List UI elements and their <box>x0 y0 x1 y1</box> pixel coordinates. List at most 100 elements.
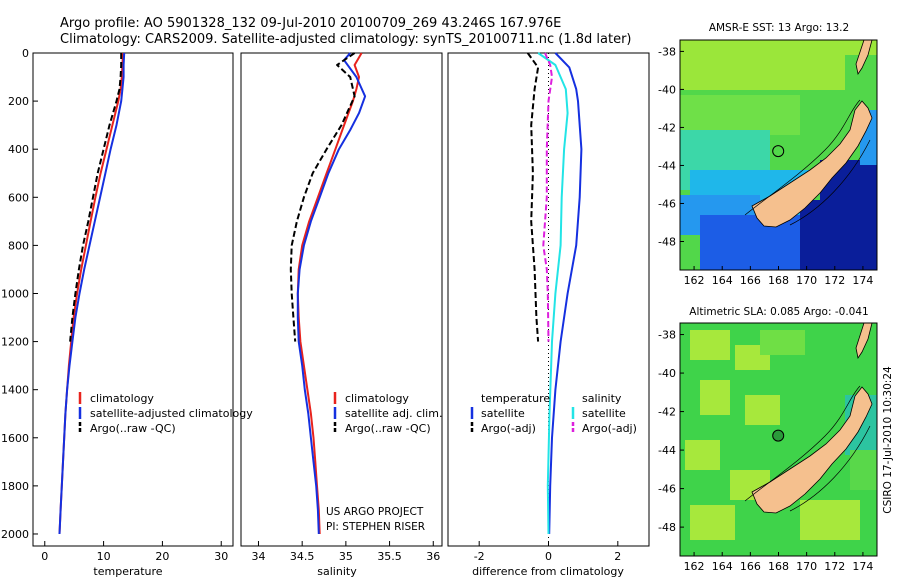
map-y-tick-label: -46 <box>658 197 676 210</box>
map-y-tick-label: -44 <box>658 444 676 457</box>
map-y-tick-label: -40 <box>658 367 676 380</box>
legend-argo-label: Argo(..raw -QC) <box>345 422 431 435</box>
sst-map-field <box>680 40 877 270</box>
series-line-satellite-adj-clim <box>296 52 367 535</box>
sla-map-panel: Altimetric SLA: 0.085 Argo: -0.041 162 16… <box>658 306 878 573</box>
sla-map-title: Altimetric SLA: 0.085 Argo: -0.041 <box>689 306 868 318</box>
sla-bathymetry-contour <box>789 425 871 512</box>
figure-title-line2: Climatology: CARS2009. Satellite-adjuste… <box>60 32 632 47</box>
map-y-tick-label: -44 <box>658 159 676 172</box>
x-tick-label: 20 <box>155 550 169 563</box>
map-y-tick-label: -42 <box>658 406 676 419</box>
y-tick-label: 400 <box>8 143 29 156</box>
map-y-tick-label: -48 <box>658 521 676 534</box>
y-tick-label: 1800 <box>1 480 29 493</box>
series-line-satellite-adjusted-climatology <box>58 52 126 535</box>
y-tick-label: 1200 <box>1 336 29 349</box>
legend-climatology-label: climatology <box>345 392 409 405</box>
series-line-argo-raw-qc <box>289 52 356 342</box>
map-x-tick-label: 168 <box>768 560 789 573</box>
sla-bathymetry-contour <box>744 385 861 502</box>
map-x-tick-label: 164 <box>712 274 733 287</box>
north-island-landmass <box>855 40 873 76</box>
x-tick-label: 36 <box>426 550 440 563</box>
sst-bathymetry-contour <box>744 99 861 216</box>
legend-satellite-label: satellite-adjusted climatology <box>90 407 253 420</box>
y-tick-label: 200 <box>8 95 29 108</box>
x-tick-label: 0 <box>545 550 552 563</box>
x-tick-label: -2 <box>474 550 485 563</box>
legend-satellite-label: satellite adj. clim. <box>345 407 442 420</box>
map-x-tick-label: 172 <box>824 274 845 287</box>
argo-float-marker <box>772 429 785 442</box>
map-x-tick-label: 168 <box>768 274 789 287</box>
y-tick-label: 2000 <box>1 528 29 541</box>
legend-argo-label: Argo(..raw -QC) <box>90 422 176 435</box>
salinity-panel: salinity US ARGO PROJECT PI: STEPHEN RIS… <box>240 52 443 578</box>
map-x-tick-label: 166 <box>740 560 761 573</box>
sst-map-title: AMSR-E SST: 13 Argo: 13.2 <box>709 22 849 34</box>
legend-temperature-satellite-label: satellite <box>481 407 525 420</box>
temperature-panel: temperature <box>32 52 234 578</box>
map-y-tick-label: -38 <box>658 45 676 58</box>
difference-x-axis-label: difference from climatology <box>472 565 624 578</box>
salinity-legend: climatology satellite adj. clim. Argo(..… <box>333 392 442 435</box>
map-y-tick-label: -38 <box>658 329 676 342</box>
legend-climatology-label: climatology <box>90 392 154 405</box>
series-line-argo-raw-qc <box>69 53 123 342</box>
map-x-tick-label: 170 <box>796 560 817 573</box>
legend-salinity-satellite-label: satellite <box>582 407 626 420</box>
project-credit-line2: PI: STEPHEN RISER <box>326 521 425 533</box>
y-tick-label: 1400 <box>1 384 29 397</box>
map-x-tick-label: 164 <box>712 560 733 573</box>
map-x-tick-label: 162 <box>684 274 705 287</box>
argo-float-marker <box>772 145 785 158</box>
x-tick-label: 0 <box>41 550 48 563</box>
legend-temperature-argo-label: Argo(-adj) <box>481 422 536 435</box>
south-island-landmass <box>751 100 873 228</box>
map-y-tick-label: -40 <box>658 83 676 96</box>
temperature-series-group <box>58 52 126 535</box>
x-tick-label: 35 <box>339 550 353 563</box>
temperature-x-axis-label: temperature <box>93 565 162 578</box>
map-y-tick-label: -42 <box>658 121 676 134</box>
series-line-climatology <box>58 52 124 535</box>
series-line-salinity-satellite <box>537 52 569 535</box>
x-tick-label: 34 <box>251 550 265 563</box>
south-island-landmass <box>751 386 873 514</box>
difference-legend: temperature satellite Argo(-adj) salinit… <box>470 392 637 435</box>
map-y-tick-label: -48 <box>658 235 676 248</box>
series-line-temperature-satellite <box>548 52 583 535</box>
csiro-timestamp: CSIRO 17-Jul-2010 10:30:24 <box>882 366 894 514</box>
map-x-tick-label: 162 <box>684 560 705 573</box>
axis-ticks-group: 0 10 20 30020040060080010001200140016001800… <box>1 47 621 563</box>
map-x-tick-label: 174 <box>852 560 873 573</box>
sst-bathymetry-contour <box>789 139 871 226</box>
y-tick-label: 0 <box>22 47 29 60</box>
temperature-plot-frame <box>32 52 234 547</box>
map-x-tick-label: 170 <box>796 274 817 287</box>
series-line-salinity-argo-adj <box>542 52 553 342</box>
difference-series-group <box>526 52 583 535</box>
x-tick-label: 30 <box>214 550 228 563</box>
temperature-legend: climatology satellite-adjusted climatolo… <box>78 392 253 435</box>
project-credit-line1: US ARGO PROJECT <box>326 506 424 518</box>
map-x-tick-label: 174 <box>852 274 873 287</box>
x-tick-label: 35.5 <box>377 550 402 563</box>
map-x-tick-label: 172 <box>824 560 845 573</box>
sst-map-panel: AMSR-E SST: 13 Argo: 13.2 162 164 166 168 17… <box>658 22 878 287</box>
x-tick-label: 2 <box>614 550 621 563</box>
legend-temperature-header: temperature <box>481 392 550 405</box>
x-tick-label: 10 <box>97 550 111 563</box>
map-x-tick-label: 166 <box>740 274 761 287</box>
figure-title-line1: Argo profile: AO 5901328_132 09-Jul-2010… <box>60 16 561 31</box>
north-island-landmass <box>855 323 873 360</box>
x-tick-label: 34.5 <box>290 550 315 563</box>
y-tick-label: 800 <box>8 239 29 252</box>
salinity-series-group <box>289 52 367 535</box>
salinity-x-axis-label: salinity <box>317 565 357 578</box>
y-tick-label: 1000 <box>1 287 29 300</box>
legend-salinity-argo-label: Argo(-adj) <box>582 422 637 435</box>
